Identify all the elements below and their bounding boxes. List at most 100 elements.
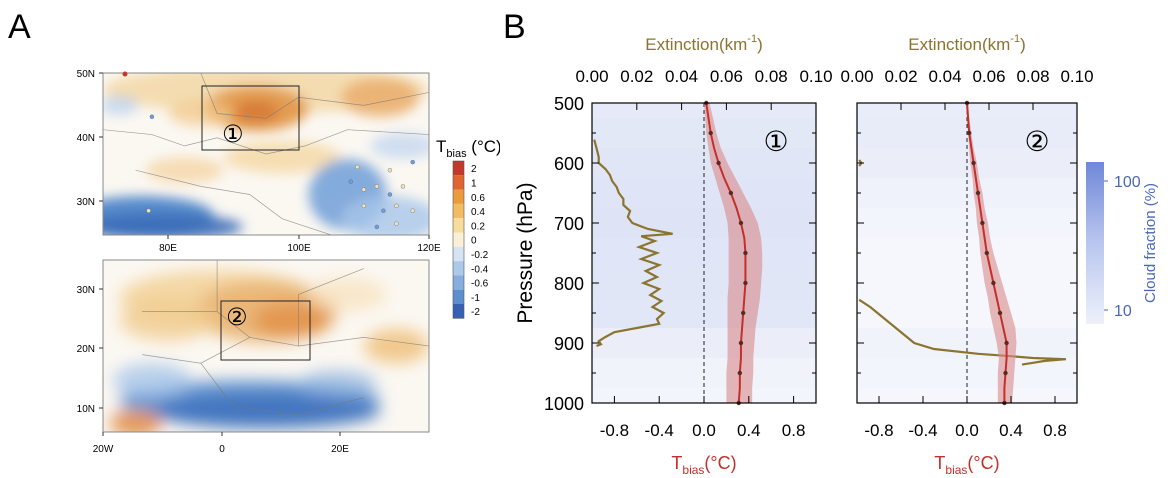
station-marker [387,192,393,197]
colorbar-title: Tbias (°C) [436,137,500,160]
xtick-label: 0 [219,444,225,455]
top-tick-label: 0.10 [799,67,832,86]
ytick-label: 10N [77,404,95,415]
map-top-field-12 [103,95,139,116]
tbias-point [741,310,746,316]
station-marker [355,164,360,170]
cloud-colorbar-ramp [1086,162,1104,324]
ytick-label: 30N [77,285,95,296]
colorbar-level: 0.6 [471,193,485,204]
profile-2: -0.8 -0.4 0.0 0.4 0.8 0.00 0.02 0.04 0.06 0.08 0.1… [840,33,1093,477]
top-tick-label: 0.10 [1060,67,1093,86]
station-marker [361,203,366,209]
tbias-point [997,310,1003,316]
ytick-label: 800 [554,274,584,294]
xtick-label: 120E [417,243,441,254]
xtick-label: 0.4 [737,421,761,440]
tbias-point [971,160,976,166]
profile-1: 500 600 700 800 900 1000 -0.8 -0.4 0.0 0.4 0.8 0.00… [544,33,833,477]
colorbar-level: 0.4 [471,207,485,218]
station-marker [400,184,406,189]
tbias-colorbar: Tbias (°C) 2 1 0.6 0.4 0.2 0 -0.2 -0.4 -0.6 -1 -2 [436,137,500,319]
map-top-frame [102,72,430,236]
map-bottom-field-5 [308,277,387,312]
ytick-label: 700 [554,214,584,234]
xtick-label: 0.4 [999,421,1023,440]
map-top-field-5 [223,141,341,174]
colorbar-swatch [453,232,464,247]
xtick-label: 100E [287,243,311,254]
tbias-uncertainty-band [704,103,763,403]
tbias-point [728,190,734,196]
panel-a-maps: ① 50N 40N 30N 80E 100E 120E ② 30N 20N 10N 20W 0 20E Tb… [77,69,500,455]
station-marker [146,208,151,213]
xtick-label: 0.0 [955,421,979,440]
tbias-point [1004,340,1009,346]
tbias-point [975,190,981,196]
map-top-border-0 [103,129,429,155]
ytick-label: 30N [77,197,95,208]
map-bottom-field-3 [119,299,218,341]
map-top-field-3 [340,77,420,117]
map-top-field-8 [103,213,244,235]
top-tick-label: 0.04 [928,67,961,86]
ytick-label: 50N [77,69,95,80]
colorbar-level: -0.2 [471,250,489,261]
tbias-point [743,250,748,256]
station-marker [387,167,393,173]
tbias-axis-label: Tbias(°C) [934,453,999,477]
top-tick-label: 0.00 [575,67,608,86]
map-bottom-border-4 [200,362,364,416]
extinction-axis-label: Extinction(km-1) [908,33,1025,54]
colorbar-swatch [453,161,464,176]
cloud-tick-label: 10 [1114,303,1132,320]
extinction-line [858,298,1067,366]
colorbar-swatch [453,261,464,276]
region-label-2: ② [226,304,248,331]
cloud-fraction-band [592,388,816,403]
cloud-fraction-band [857,388,1077,403]
extinction-line [593,139,673,348]
colorbar-level: -0.6 [471,279,489,290]
ytick-label: 40N [77,133,95,144]
colorbar-level: 0.2 [471,221,485,232]
colorbar-level: 1 [471,178,477,189]
top-tick-label: 0.02 [620,67,653,86]
ytick-label: 1000 [544,394,584,414]
tbias-point [738,340,744,346]
cloud-tick-label: 100 [1114,174,1141,191]
xtick-label: 80E [159,243,177,254]
station-marker [348,179,353,184]
top-tick-label: 0.02 [884,67,917,86]
map-bottom-field-10 [298,370,377,398]
station-marker [394,203,399,209]
colorbar-swatch [453,203,464,219]
top-tick-label: 0.08 [755,67,788,86]
ytick-label: 900 [554,334,584,354]
colorbar-swatch [453,246,464,262]
map-top-field-11 [370,132,429,159]
tbias-point [708,130,713,136]
colorbar-swatch [453,175,464,190]
colorbar-frame [452,160,465,319]
map-top-field-2 [233,100,280,124]
map-top-border-2 [135,169,332,235]
station-marker [361,187,366,192]
map-bottom-field-2 [252,303,332,338]
tbias-point [743,280,748,286]
station-marker [374,184,380,189]
ytick-label: 500 [554,94,584,114]
station-marker [410,159,415,165]
colorbar-swatch [453,289,464,304]
panel-label-a: A [8,8,31,46]
tbias-point [984,250,989,256]
colorbar-swatch [453,218,464,233]
pressure-axis-label: Pressure (hPa) [514,182,537,323]
colorbar-level: -1 [471,293,480,304]
region-box-1 [201,85,300,151]
map-bottom: ② 30N 20N 10N 20W 0 20E [77,259,430,455]
station-marker [394,221,399,226]
ytick-label: 600 [554,154,584,174]
